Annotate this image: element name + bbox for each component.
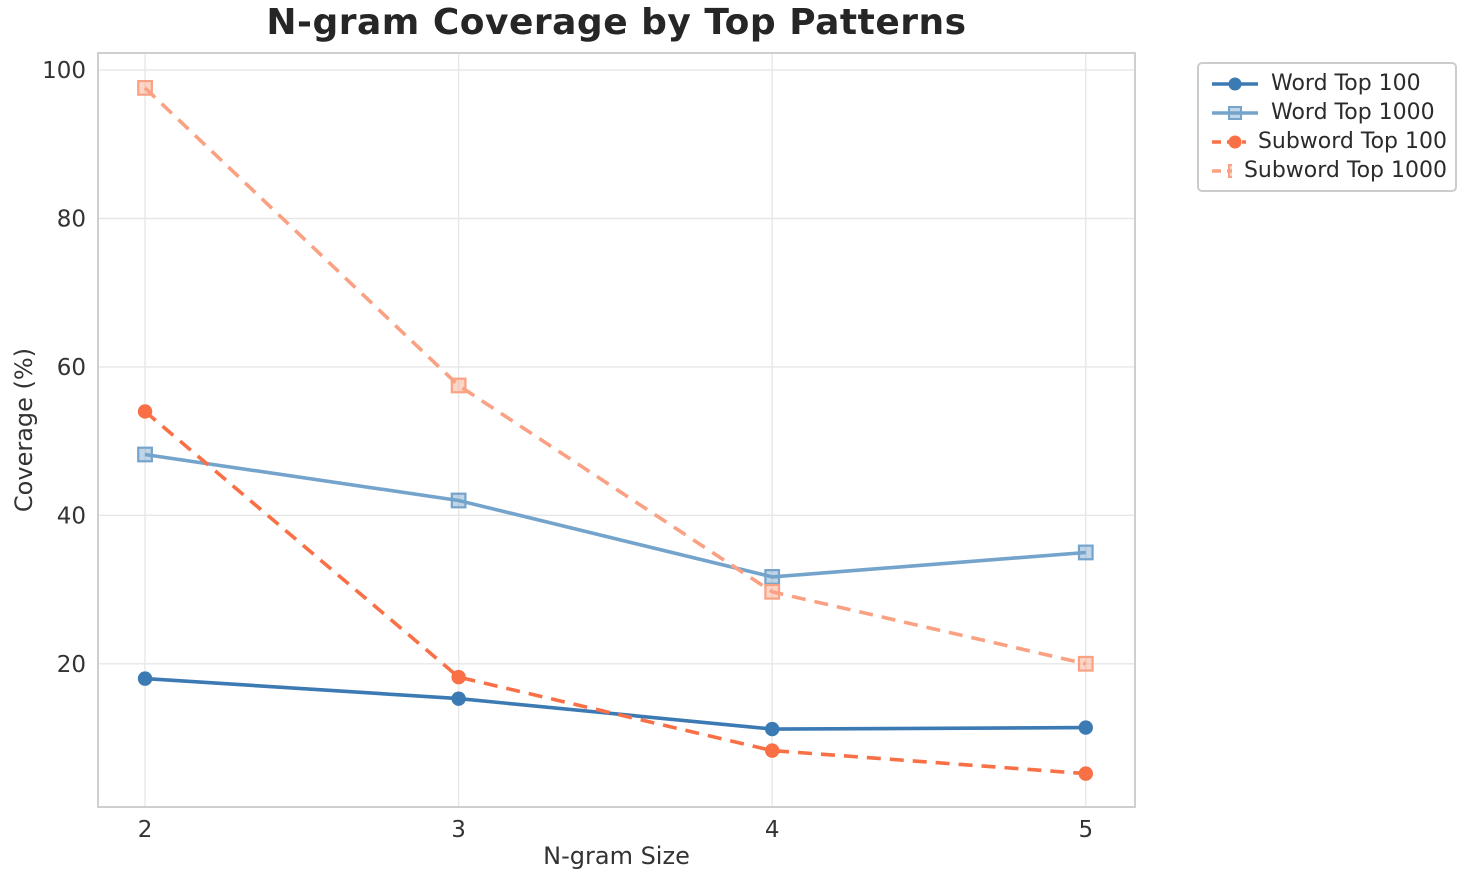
y-tick-label: 80 [57, 206, 86, 232]
data-point-marker [1078, 720, 1093, 735]
data-point-marker [137, 404, 153, 419]
data-point-marker [451, 691, 466, 706]
legend-marker [1228, 105, 1242, 120]
series-line [143, 410, 1086, 776]
legend-item-word-top-1000: Word Top 1000 [1211, 100, 1447, 125]
x-tick-label: 5 [1078, 817, 1093, 843]
legend-label: Word Top 1000 [1271, 100, 1435, 125]
series-line [144, 452, 1086, 579]
y-tick-label: 40 [57, 503, 86, 529]
legend: Word Top 100 Word Top 1000 Subword Top 100… [1197, 62, 1457, 192]
legend-line-sample [1212, 105, 1258, 120]
series-word-top-100 [137, 671, 1093, 737]
chart-title: N-gram Coverage by Top Patterns [266, 2, 967, 43]
legend-label: Subword Top 100 [1257, 129, 1447, 154]
legend-line-sample [1212, 135, 1246, 148]
data-point-marker [137, 671, 153, 686]
legend-marker [1228, 163, 1232, 178]
data-point-marker [764, 569, 781, 585]
legend-line-sample [1212, 163, 1232, 178]
legend-label: Subword Top 1000 [1243, 158, 1447, 183]
legend-line-sample [1212, 77, 1258, 90]
x-tick-label: 3 [451, 817, 466, 843]
data-point-marker [764, 743, 780, 758]
series-line [143, 86, 1087, 666]
series-word-top-1000 [137, 446, 1094, 585]
data-point-marker [1077, 655, 1094, 672]
plot-border [97, 52, 1136, 808]
x-tick-label: 4 [765, 817, 780, 843]
legend-item-word-top-100: Word Top 100 [1211, 71, 1447, 96]
legend-marker [1228, 77, 1242, 90]
y-axis-label: Coverage (%) [10, 347, 38, 513]
data-point-marker [137, 446, 153, 463]
y-tick-label: 100 [42, 58, 86, 84]
data-point-marker [450, 377, 467, 394]
series-line [144, 676, 1086, 731]
data-point-marker [1078, 766, 1093, 781]
series-subword-top-1000 [137, 79, 1094, 672]
legend-label: Word Top 100 [1271, 71, 1421, 96]
data-point-marker [451, 669, 466, 685]
tick-labels: 2 3 4 5 20 40 60 80 100 [42, 58, 1093, 843]
y-tick-label: 60 [57, 355, 86, 381]
x-axis-label: N-gram Size [543, 842, 690, 870]
data-point-marker [1077, 544, 1094, 561]
y-tick-label: 20 [57, 652, 86, 678]
data-point-marker [137, 79, 153, 96]
gridlines [98, 53, 1135, 807]
data-point-marker [450, 492, 467, 509]
legend-item-subword-top-100: Subword Top 100 [1211, 129, 1447, 154]
legend-marker [1228, 135, 1242, 148]
data-point-marker [764, 583, 781, 600]
legend-item-subword-top-1000: Subword Top 1000 [1211, 158, 1447, 183]
x-tick-label: 2 [138, 817, 153, 843]
data-point-marker [764, 721, 780, 737]
series-subword-top-100 [137, 404, 1093, 781]
